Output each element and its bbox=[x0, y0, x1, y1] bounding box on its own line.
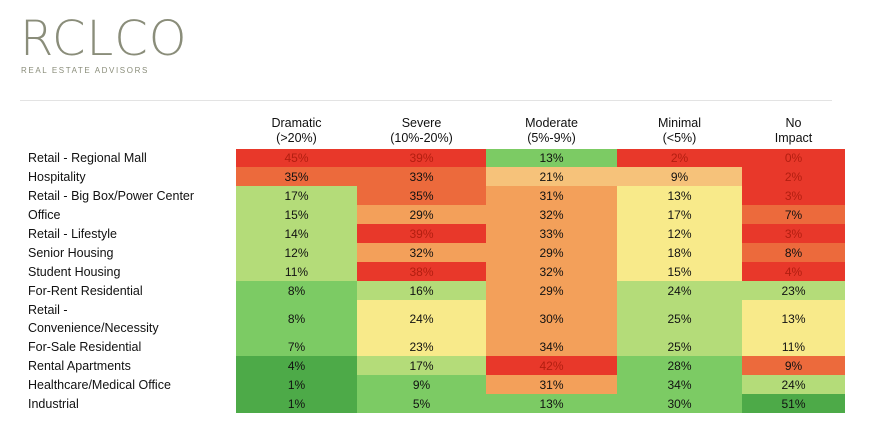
heatmap-cell: 3% bbox=[742, 224, 845, 243]
row-label: Hospitality bbox=[28, 169, 86, 184]
heatmap-cell: 9% bbox=[357, 375, 486, 394]
heatmap-cell: 1% bbox=[236, 375, 357, 394]
heatmap-cell: 24% bbox=[617, 281, 742, 300]
row-label: Retail - Lifestyle bbox=[28, 226, 117, 241]
heatmap-cell: 14% bbox=[236, 224, 357, 243]
heatmap-cell: 11% bbox=[236, 262, 357, 281]
heatmap-cell: 24% bbox=[742, 375, 845, 394]
heatmap-cell: 9% bbox=[617, 167, 742, 186]
logo-wordmark: RCLCO bbox=[20, 11, 188, 67]
heatmap-cell: 13% bbox=[742, 300, 845, 337]
heatmap-cell: 25% bbox=[617, 337, 742, 356]
heatmap-cell: 32% bbox=[486, 262, 617, 281]
heatmap-cell: 23% bbox=[357, 337, 486, 356]
heatmap-cell: 16% bbox=[357, 281, 486, 300]
heatmap-cell: 13% bbox=[486, 394, 617, 413]
heatmap-cell: 4% bbox=[742, 262, 845, 281]
heatmap-cell: 32% bbox=[486, 205, 617, 224]
heatmap-cell: 13% bbox=[617, 186, 742, 205]
heatmap-cell: 4% bbox=[236, 356, 357, 375]
column-header: No Impact bbox=[774, 116, 813, 145]
heatmap-cell: 7% bbox=[742, 205, 845, 224]
heatmap-cell: 29% bbox=[486, 243, 617, 262]
heatmap-cell: 13% bbox=[486, 149, 617, 167]
heatmap-cell: 23% bbox=[742, 281, 845, 300]
column-header: Dramatic (>20%) bbox=[271, 116, 322, 145]
header-divider bbox=[20, 100, 832, 101]
heatmap-cell: 15% bbox=[236, 205, 357, 224]
heatmap-cell: 39% bbox=[357, 149, 486, 167]
heatmap-cell: 24% bbox=[357, 300, 486, 337]
heatmap-cell: 8% bbox=[742, 243, 845, 262]
heatmap-cell: 34% bbox=[617, 375, 742, 394]
heatmap-cell: 9% bbox=[742, 356, 845, 375]
heatmap-cell: 33% bbox=[357, 167, 486, 186]
heatmap-cell: 18% bbox=[617, 243, 742, 262]
heatmap-cell: 29% bbox=[486, 281, 617, 300]
heatmap-cell: 5% bbox=[357, 394, 486, 413]
row-label: Retail - Big Box/Power Center bbox=[28, 188, 195, 203]
column-header: Severe (10%-20%) bbox=[390, 116, 453, 145]
heatmap-cell: 21% bbox=[486, 167, 617, 186]
heatmap-cell: 30% bbox=[617, 394, 742, 413]
row-label: Student Housing bbox=[28, 264, 121, 279]
row-label: Rental Apartments bbox=[28, 358, 131, 373]
heatmap-cell: 2% bbox=[617, 149, 742, 167]
column-header: Minimal (<5%) bbox=[657, 116, 702, 145]
heatmap-cell: 12% bbox=[236, 243, 357, 262]
heatmap-cell: 1% bbox=[236, 394, 357, 413]
heatmap-cell: 3% bbox=[742, 186, 845, 205]
row-label: Industrial bbox=[28, 396, 79, 411]
row-label: Office bbox=[28, 207, 61, 222]
row-label: Healthcare/Medical Office bbox=[28, 377, 171, 392]
heatmap-cell: 25% bbox=[617, 300, 742, 337]
heatmap-cell: 0% bbox=[742, 149, 845, 167]
heatmap-cell: 31% bbox=[486, 375, 617, 394]
heatmap-cell: 51% bbox=[742, 394, 845, 413]
heatmap-cell: 42% bbox=[486, 356, 617, 375]
heatmap-cell: 17% bbox=[236, 186, 357, 205]
heatmap-cell: 38% bbox=[357, 262, 486, 281]
row-label: Retail - Convenience/Necessity bbox=[28, 302, 159, 335]
heatmap-cell: 12% bbox=[617, 224, 742, 243]
heatmap-cell: 33% bbox=[486, 224, 617, 243]
column-header: Moderate (5%-9%) bbox=[525, 116, 578, 145]
logo-tagline: REAL ESTATE ADVISORS bbox=[21, 66, 149, 75]
heatmap-cell: 11% bbox=[742, 337, 845, 356]
heatmap-cell: 17% bbox=[357, 356, 486, 375]
heatmap-cell: 32% bbox=[357, 243, 486, 262]
row-label: Retail - Regional Mall bbox=[28, 151, 147, 165]
heatmap-cell: 15% bbox=[617, 262, 742, 281]
heatmap-cell: 17% bbox=[617, 205, 742, 224]
heatmap-cell: 31% bbox=[486, 186, 617, 205]
heatmap-cell: 45% bbox=[236, 149, 357, 167]
heatmap-cell: 28% bbox=[617, 356, 742, 375]
row-label: Senior Housing bbox=[28, 245, 114, 260]
rclco-logo: RCLCO REAL ESTATE ADVISORS bbox=[20, 14, 188, 75]
row-label: For-Rent Residential bbox=[28, 283, 143, 298]
heatmap-cell: 30% bbox=[486, 300, 617, 337]
heatmap-cell: 7% bbox=[236, 337, 357, 356]
heatmap-cell: 29% bbox=[357, 205, 486, 224]
heatmap-cell: 34% bbox=[486, 337, 617, 356]
heatmap-cell: 35% bbox=[357, 186, 486, 205]
row-label: For-Sale Residential bbox=[28, 339, 142, 354]
heatmap-cell: 39% bbox=[357, 224, 486, 243]
heatmap-cell: 35% bbox=[236, 167, 357, 186]
heatmap-cell: 2% bbox=[742, 167, 845, 186]
heatmap-cell: 8% bbox=[236, 300, 357, 337]
heatmap-cell: 8% bbox=[236, 281, 357, 300]
